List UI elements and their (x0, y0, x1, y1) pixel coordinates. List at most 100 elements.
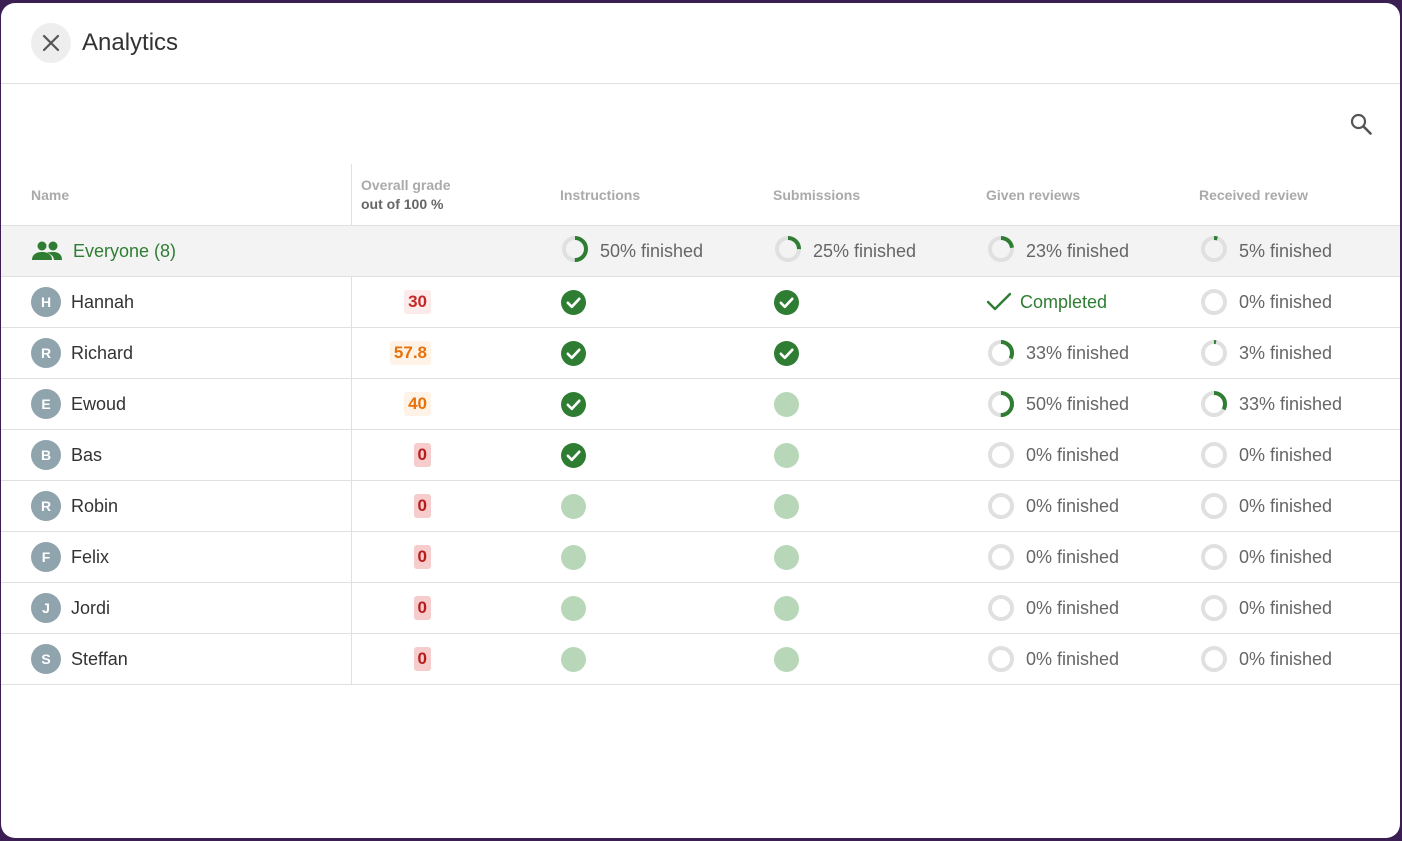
grade-cell: 40 (351, 379, 431, 429)
grade-badge[interactable]: 40 (404, 392, 431, 416)
given-reviews-status: 0% finished (986, 481, 1119, 531)
received-review-status: 0% finished (1199, 532, 1332, 582)
student-name: Ewoud (71, 393, 127, 414)
grade-cell: 0 (351, 583, 431, 633)
student-name: Robin (71, 495, 119, 516)
student-name-cell: H Hannah (31, 277, 134, 327)
progress-ring-icon (1199, 593, 1229, 623)
grade-badge[interactable]: 0 (413, 494, 431, 518)
grade-badge[interactable]: 0 (413, 545, 431, 569)
check-circle-icon (774, 340, 799, 366)
student-row[interactable]: S Steffan 0 0% finished 0% finished (1, 634, 1400, 685)
student-row[interactable]: R Richard 57.8 33% finished 3% finished (1, 328, 1400, 379)
grade-cell: 57.8 (351, 328, 431, 378)
progress-ring-icon (986, 338, 1016, 368)
pending-dot (774, 646, 799, 672)
progress-text: 33% finished (1239, 393, 1343, 414)
everyone-cell: Everyone (8) (31, 226, 176, 276)
progress-ring-icon (986, 389, 1016, 419)
search-button[interactable] (1348, 111, 1374, 137)
progress-text: 25% finished (813, 240, 917, 261)
received-review-status: 0% finished (1199, 430, 1332, 480)
avatar: E (31, 389, 61, 419)
progress-text: 50% finished (600, 240, 704, 261)
header-received-label: Received review (1199, 186, 1308, 203)
header-overall-grade[interactable]: Overall grade out of 100 % (361, 164, 451, 225)
progress-text: 0% finished (1026, 648, 1120, 669)
avatar-initial: J (42, 600, 50, 616)
instructions-status (561, 379, 586, 429)
everyone-received-review: 5% finished (1199, 226, 1332, 276)
pending-dot (774, 493, 799, 519)
progress-ring-icon (1199, 287, 1229, 317)
received-review-status: 0% finished (1199, 481, 1332, 531)
header-instructions[interactable]: Instructions (560, 164, 640, 225)
check-circle-icon (561, 289, 586, 315)
grade-badge[interactable]: 57.8 (389, 341, 431, 365)
instructions-status (561, 634, 586, 684)
dialog-title: Analytics (82, 29, 179, 56)
progress-ring-icon (986, 644, 1016, 674)
student-row[interactable]: E Ewoud 40 50% finished 33% finished (1, 379, 1400, 430)
pending-dot (774, 391, 799, 417)
progress-text: 0% finished (1239, 444, 1333, 465)
avatar: R (31, 338, 61, 368)
grade-badge[interactable]: 30 (404, 290, 431, 314)
progress-ring-icon (560, 234, 590, 269)
everyone-given-reviews: 23% finished (986, 226, 1129, 276)
column-divider (351, 164, 352, 685)
student-row[interactable]: B Bas 0 0% finished 0% finished (1, 430, 1400, 481)
student-row[interactable]: H Hannah 30 Completed 0% finished (1, 277, 1400, 328)
given-reviews-status: 50% finished (986, 379, 1129, 429)
submissions-status (774, 277, 799, 327)
progress-text: 0% finished (1026, 495, 1120, 516)
progress-text: 50% finished (1026, 393, 1130, 414)
given-reviews-status: 0% finished (986, 634, 1119, 684)
progress-text: 33% finished (1026, 342, 1130, 363)
everyone-submissions: 25% finished (773, 226, 916, 276)
check-circle-icon (561, 442, 586, 468)
grade-badge[interactable]: 0 (413, 443, 431, 467)
instructions-status (561, 328, 586, 378)
progress-ring-icon (986, 491, 1016, 521)
grade-badge[interactable]: 0 (413, 647, 431, 671)
grade-cell: 0 (351, 634, 431, 684)
submissions-status (774, 634, 799, 684)
header-name-label: Name (31, 186, 70, 203)
group-icon (32, 241, 62, 260)
header-received-review[interactable]: Received review (1199, 164, 1308, 225)
given-reviews-status: 33% finished (986, 328, 1129, 378)
progress-ring-icon (1199, 389, 1229, 419)
check-circle-icon (561, 391, 586, 417)
grade-cell: 0 (351, 430, 431, 480)
pending-dot (561, 493, 586, 519)
everyone-row[interactable]: Everyone (8) 50% finished 25% finished 2… (1, 226, 1400, 277)
student-row[interactable]: F Felix 0 0% finished 0% finished (1, 532, 1400, 583)
student-name: Richard (71, 342, 134, 363)
everyone-instructions: 50% finished (560, 226, 703, 276)
header-given-reviews[interactable]: Given reviews (986, 164, 1080, 225)
given-reviews-status: 0% finished (986, 583, 1119, 633)
close-icon (42, 34, 60, 52)
progress-text: 0% finished (1239, 495, 1333, 516)
student-name-cell: B Bas (31, 430, 102, 480)
avatar: F (31, 542, 61, 572)
progress-text: 5% finished (1239, 240, 1333, 261)
student-row[interactable]: R Robin 0 0% finished 0% finished (1, 481, 1400, 532)
header-submissions[interactable]: Submissions (773, 164, 860, 225)
progress-ring-icon (986, 542, 1016, 572)
grade-cell: 0 (351, 532, 431, 582)
header-name[interactable]: Name (31, 164, 69, 225)
received-review-status: 0% finished (1199, 634, 1332, 684)
grade-badge[interactable]: 0 (413, 596, 431, 620)
student-row[interactable]: J Jordi 0 0% finished 0% finished (1, 583, 1400, 634)
close-button[interactable] (31, 23, 71, 63)
received-review-status: 33% finished (1199, 379, 1342, 429)
submissions-status (774, 328, 799, 378)
pending-dot (774, 544, 799, 570)
progress-text: 0% finished (1239, 291, 1333, 312)
progress-ring-icon (1199, 644, 1229, 674)
student-name: Steffan (71, 648, 128, 669)
student-name-cell: R Robin (31, 481, 118, 531)
progress-ring-icon (986, 593, 1016, 623)
